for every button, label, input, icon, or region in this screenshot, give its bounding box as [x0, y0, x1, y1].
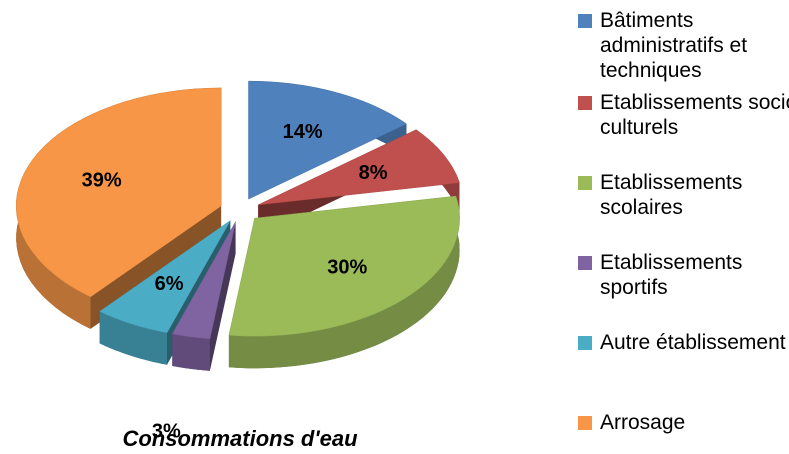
data-label: 3%: [152, 420, 181, 442]
data-label: 14%: [283, 121, 323, 143]
chart-title: Consommations d'eau: [122, 426, 358, 451]
legend-item: Etablissements sportifs: [578, 250, 789, 300]
data-label: 39%: [82, 169, 122, 191]
legend-label: Etablissements scolaires: [600, 171, 743, 219]
legend-swatch: [578, 176, 592, 190]
slice: [171, 221, 236, 340]
legend-item: Etablissements socio-culturels: [578, 90, 789, 140]
slice: [228, 195, 460, 337]
legend-item: Etablissements scolaires: [578, 170, 789, 220]
data-label: 8%: [359, 162, 388, 184]
legend-label: Bâtiments administratifs et techniques: [600, 9, 748, 82]
legend-item: Arrosage: [578, 410, 789, 435]
legend-item: Autre établissement: [578, 330, 789, 355]
slice: [99, 220, 231, 333]
data-label: 30%: [327, 257, 367, 279]
legend-swatch: [578, 336, 592, 350]
legend-label: Etablissements sportifs: [600, 251, 743, 299]
slice-side: [99, 311, 167, 365]
slice-side: [172, 333, 210, 371]
legend-label: Etablissements socio-culturels: [600, 91, 789, 139]
legend-label: Arrosage: [600, 411, 686, 434]
legend-swatch: [578, 14, 592, 28]
legend-swatch: [578, 256, 592, 270]
legend-label: Autre établissement: [600, 331, 786, 354]
legend-swatch: [578, 416, 592, 430]
slice-side: [228, 196, 460, 369]
slice: [257, 129, 460, 206]
slice: [15, 87, 222, 298]
legend-item: Bâtiments administratifs et techniques: [578, 8, 789, 83]
data-label: 6%: [155, 273, 184, 295]
legend-swatch: [578, 96, 592, 110]
slice: [248, 80, 407, 200]
